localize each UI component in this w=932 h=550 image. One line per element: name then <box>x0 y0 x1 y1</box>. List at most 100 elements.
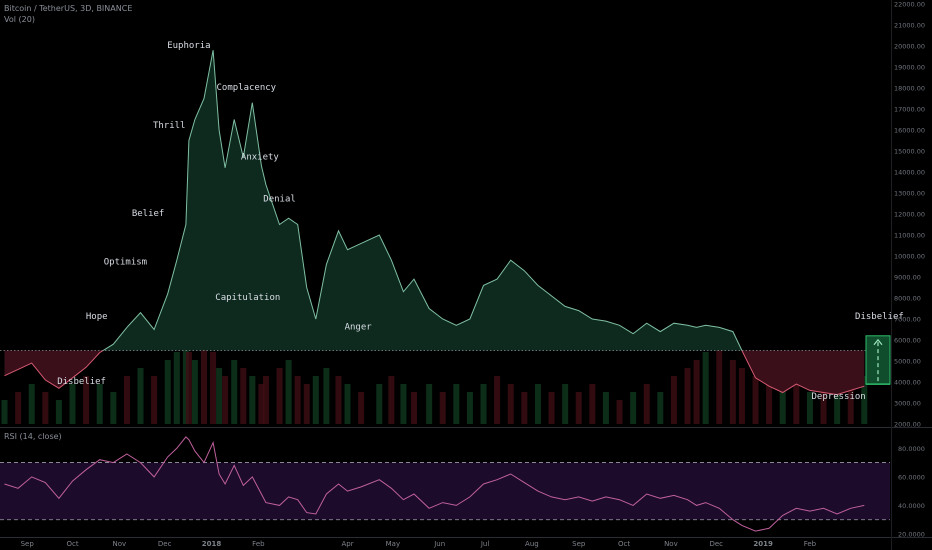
time-tick-label: Dec <box>158 540 172 548</box>
price-tick-label: 19000.00 <box>894 64 925 72</box>
volume-bar <box>534 384 541 424</box>
time-tick-label: Oct <box>618 540 630 548</box>
time-tick-label: Feb <box>252 540 265 548</box>
price-tick-label: 17000.00 <box>894 106 925 114</box>
price-tick-label: 12000.00 <box>894 211 925 219</box>
volume-bar <box>210 352 217 424</box>
volume-bar <box>411 392 418 424</box>
phase-label: Anxiety <box>241 152 280 162</box>
volume-bar <box>15 392 22 424</box>
projection-arrow-head <box>873 338 883 346</box>
volume-bar <box>216 368 223 424</box>
time-tick-label: Nov <box>113 540 127 548</box>
volume-bar <box>657 392 664 424</box>
price-tick-label: 5000.00 <box>894 358 921 366</box>
time-tick-label: 2019 <box>753 540 773 548</box>
volume-bar <box>426 384 433 424</box>
price-tick-label: 9000.00 <box>894 274 921 282</box>
time-tick-label: Sep <box>21 540 35 548</box>
time-tick-label: Feb <box>804 540 817 548</box>
time-tick-label: Nov <box>664 540 678 548</box>
volume-bar <box>834 392 841 424</box>
rsi-tick-label: 20.0000 <box>898 531 925 539</box>
volume-bar <box>262 376 269 424</box>
volume-bar <box>110 392 117 424</box>
volume-bar <box>820 384 827 424</box>
symbol-title[interactable]: Bitcoin / TetherUS, 3D, BINANCE <box>4 4 133 13</box>
time-axis: Sep Oct Nov Dec 2018 Feb Apr May Jun Jul Aug Sep Oct… <box>21 540 817 548</box>
price-tick-label: 8000.00 <box>894 295 921 303</box>
volume-bar <box>494 376 501 424</box>
price-tick-label: 20000.00 <box>894 43 925 51</box>
volume-bars <box>1 344 868 424</box>
time-tick-label: Apr <box>341 540 353 548</box>
volume-bar <box>738 368 745 424</box>
volume-bar <box>630 392 637 424</box>
volume-bar <box>521 392 528 424</box>
volume-bar <box>151 376 158 424</box>
volume-bar <box>779 376 786 424</box>
phase-labels: Euphoria Complacency Thrill Anxiety Denial Be… <box>57 41 904 402</box>
price-tick-label: 21000.00 <box>894 22 925 30</box>
price-line-above <box>102 50 743 351</box>
projection-box <box>865 335 891 385</box>
rsi-line <box>4 436 865 532</box>
volume-bar <box>616 400 623 424</box>
price-tick-label: 3000.00 <box>894 400 921 408</box>
phase-label: Thrill <box>153 121 186 131</box>
phase-label: Disbelief <box>855 312 904 322</box>
volume-bar <box>344 384 351 424</box>
time-tick-label: Jul <box>480 540 490 548</box>
volume-bar <box>453 384 460 424</box>
price-tick-label: 22000.00 <box>894 1 925 9</box>
price-tick-label: 2000.00 <box>894 421 921 429</box>
rsi-band <box>0 436 890 532</box>
rsi-axis: 80.0000 60.0000 40.0000 20.0000 <box>898 445 925 539</box>
price-axis: 22000.00 21000.00 20000.00 19000.00 18000.00… <box>894 1 925 429</box>
rsi-tick-label: 80.0000 <box>898 445 925 453</box>
volume-bar <box>191 360 198 424</box>
price-tick-label: 6000.00 <box>894 337 921 345</box>
rsi-indicator-label[interactable]: RSI (14, close) <box>4 432 62 441</box>
volume-bar <box>240 368 247 424</box>
time-tick-label: Jun <box>433 540 445 548</box>
volume-indicator-label[interactable]: Vol (20) <box>4 15 35 24</box>
phase-label: Hope <box>86 312 108 322</box>
rsi-tick-label: 60.0000 <box>898 473 925 481</box>
phase-label: Belief <box>132 209 165 219</box>
volume-bar <box>137 368 144 424</box>
price-area <box>0 50 890 396</box>
volume-bar <box>55 400 62 424</box>
volume-bar <box>670 376 677 424</box>
volume-bar <box>294 376 301 424</box>
rsi-band-fill <box>0 462 890 520</box>
volume-bar <box>1 400 8 424</box>
price-tick-label: 7000.00 <box>894 316 921 324</box>
volume-bar <box>693 360 700 424</box>
volume-bar <box>466 392 473 424</box>
price-tick-label: 10000.00 <box>894 253 925 261</box>
volume-bar <box>285 360 292 424</box>
phase-label: Optimism <box>104 257 147 267</box>
volume-bar <box>643 384 650 424</box>
price-tick-label: 11000.00 <box>894 232 925 240</box>
volume-bar <box>200 344 207 424</box>
time-tick-label: Aug <box>525 540 539 548</box>
volume-bar <box>439 392 446 424</box>
volume-bar <box>388 376 395 424</box>
volume-bar <box>847 384 854 424</box>
price-tick-label: 14000.00 <box>894 169 925 177</box>
rsi-tick-label: 40.0000 <box>898 502 925 510</box>
volume-bar <box>173 352 180 424</box>
volume-bar <box>806 392 813 424</box>
volume-bar <box>42 392 49 424</box>
volume-bar <box>164 360 171 424</box>
volume-bar <box>602 392 609 424</box>
volume-bar <box>258 384 265 424</box>
price-fill-above <box>4 50 865 351</box>
volume-bar <box>323 368 330 424</box>
volume-bar <box>222 376 229 424</box>
time-tick-label: Sep <box>572 540 586 548</box>
